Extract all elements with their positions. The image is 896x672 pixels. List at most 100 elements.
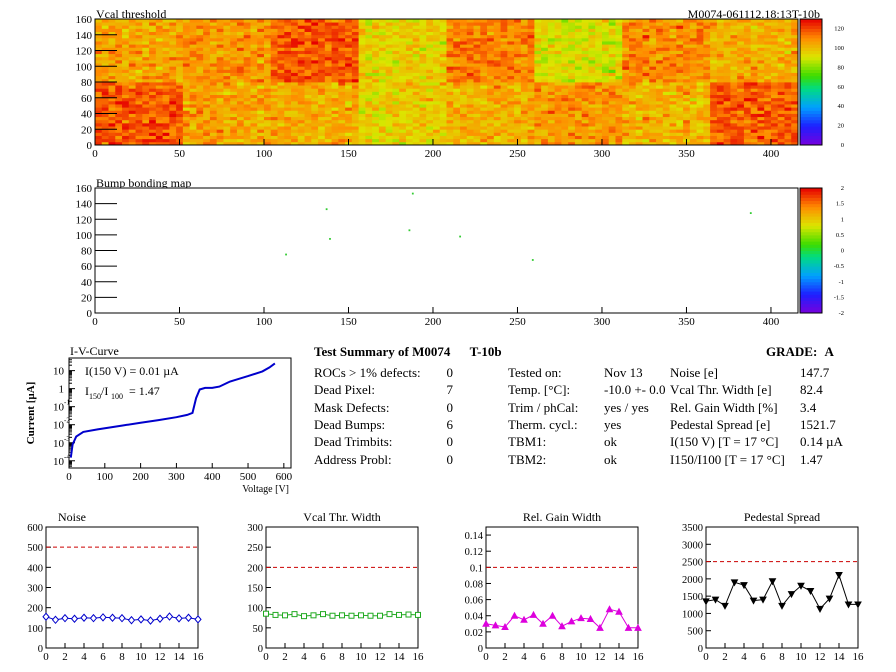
heatmap-cell [365, 97, 373, 102]
heatmap-cell [358, 94, 366, 99]
heatmap-cell [453, 50, 461, 55]
iv-ytick-label: 10 [53, 366, 65, 378]
heatmap-cell [115, 66, 123, 70]
heatmap-cell [669, 132, 677, 136]
heatmap-cell [439, 78, 447, 83]
heatmap-cell [358, 63, 366, 67]
heatmap-cell [115, 78, 123, 83]
heatmap-cell [162, 72, 170, 77]
heatmap-cell [487, 75, 495, 80]
heatmap-cell [324, 91, 332, 95]
heatmap-cell [493, 113, 501, 118]
heatmap-cell [541, 66, 549, 70]
heatmap-cell [554, 97, 562, 102]
heatmap-cell [770, 56, 779, 61]
heatmap-cell [216, 56, 224, 61]
heatmap-cell [169, 113, 177, 118]
heatmap-cell [209, 31, 218, 36]
heatmap-cell [405, 19, 414, 23]
heatmap-cell [149, 63, 157, 67]
heatmap-cell [595, 19, 603, 23]
heatmap-cell [507, 104, 515, 108]
heatmap-cell [405, 47, 414, 51]
heatmap-cell [595, 31, 603, 36]
heatmap-palette-band [800, 44, 822, 48]
heatmap-cell [378, 85, 387, 89]
heatmap-cell [656, 116, 664, 121]
heatmap-palette-band [800, 72, 822, 77]
heatmap-cell [601, 119, 610, 124]
heatmap-cell [656, 37, 664, 42]
heatmap-cell [243, 41, 251, 45]
heatmap-cell [257, 110, 265, 114]
vcal-thr-width-marker [358, 612, 364, 619]
heatmap-cell [500, 25, 508, 29]
heatmap-cell [108, 72, 116, 77]
heatmap-cells [95, 19, 799, 146]
heatmap-cell [541, 85, 549, 89]
heatmap-cell [669, 85, 677, 89]
heatmap-cell [345, 107, 353, 111]
heatmap-cell [554, 72, 562, 77]
rel-gain-width-marker [567, 617, 576, 625]
heatmap-cell [331, 113, 339, 118]
heatmap-cell [446, 28, 454, 32]
heatmap-cell [656, 88, 664, 92]
heatmap-cell [209, 100, 218, 105]
heatmap-cell [128, 104, 136, 108]
heatmap-cell [338, 122, 346, 127]
heatmap-cell [554, 66, 562, 70]
heatmap-cell [216, 22, 224, 26]
heatmap-cell [608, 41, 616, 45]
heatmap-cell [777, 100, 785, 105]
bump-map-ytick-label: 140 [76, 199, 93, 211]
heatmap-cell [784, 85, 792, 89]
heatmap-cell [176, 34, 184, 39]
heatmap-cell [703, 132, 711, 136]
heatmap-cell [595, 94, 603, 99]
heatmap-cell [500, 107, 508, 111]
heatmap-cell [568, 110, 576, 114]
heatmap-cell [683, 113, 691, 118]
heatmap-cell [784, 82, 792, 86]
heatmap-cell [412, 66, 420, 70]
heatmap-cell [723, 129, 731, 133]
heatmap-cell [737, 129, 745, 133]
heatmap-cell [149, 66, 157, 70]
heatmap-cell [432, 85, 441, 89]
heatmap-cell [669, 135, 677, 140]
heatmap-cell [176, 132, 184, 136]
heatmap-cell [737, 50, 745, 55]
heatmap-cell [784, 119, 792, 124]
pedestal-spread-ytick-label: 2000 [682, 575, 703, 586]
heatmap-cell [243, 47, 251, 51]
heatmap-cell [703, 110, 711, 114]
heatmap-cell [791, 47, 799, 51]
heatmap-cell [250, 141, 258, 146]
heatmap-cell [649, 97, 657, 102]
heatmap-cell [257, 53, 265, 58]
heatmap-cell [574, 25, 583, 29]
heatmap-cell [162, 25, 170, 29]
heatmap-cell [439, 75, 447, 80]
heatmap-cell [588, 37, 596, 42]
rel-gain-width-xtick-label: 10 [576, 651, 588, 663]
heatmap-cell [122, 22, 130, 26]
noise-marker [175, 614, 183, 623]
heatmap-cell [345, 82, 353, 86]
heatmap-cell [277, 126, 285, 130]
heatmap-cell [520, 19, 529, 23]
heatmap-cell [514, 44, 522, 48]
bump-map-palette-label: 0 [841, 248, 844, 255]
heatmap-cell [683, 85, 691, 89]
heatmap-cell [378, 63, 387, 67]
heatmap-cell [196, 72, 204, 77]
heatmap-palette-band [800, 129, 822, 133]
heatmap-cell [791, 97, 799, 102]
heatmap-cell [365, 104, 373, 108]
heatmap-cell [588, 72, 596, 77]
heatmap-cell [324, 94, 332, 99]
heatmap-cell [95, 47, 103, 51]
bump-map-ytick-label: 40 [81, 277, 93, 289]
heatmap-cell [243, 85, 251, 89]
